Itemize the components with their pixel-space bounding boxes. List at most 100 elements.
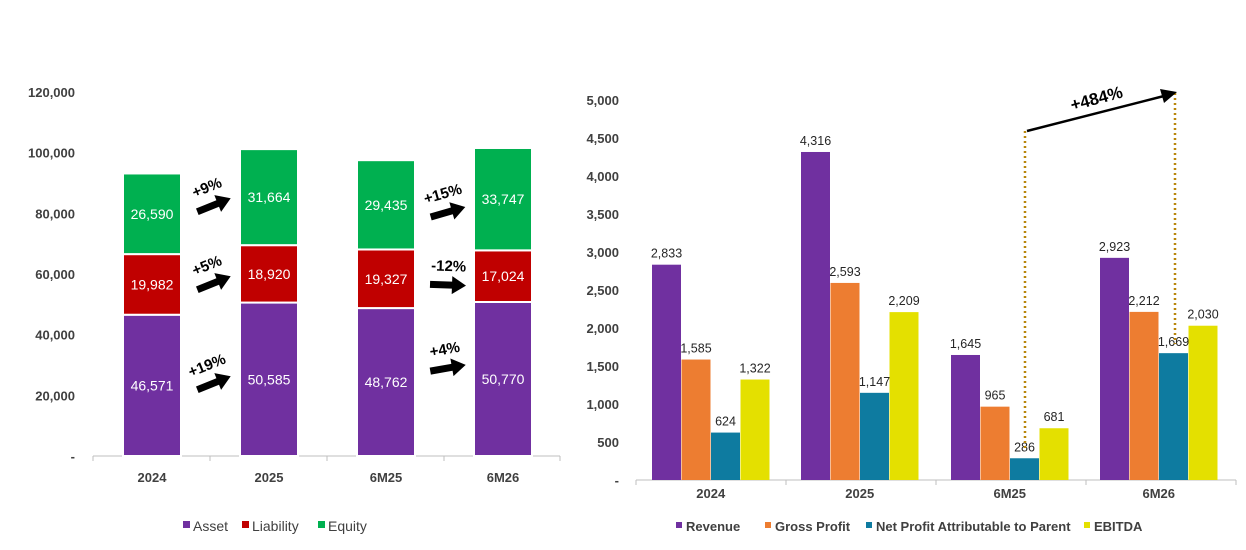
data-label: 33,747 <box>482 191 525 207</box>
x-tick-label: 2024 <box>138 470 168 485</box>
data-label: 48,762 <box>365 374 408 390</box>
growth-arrow: +4% <box>428 339 466 377</box>
bar-revenue <box>951 354 980 480</box>
legend-swatch <box>242 521 249 528</box>
bar-revenue <box>1100 257 1129 480</box>
growth-arrow: +19% <box>186 351 231 393</box>
data-label: 1,669 <box>1158 335 1189 349</box>
data-label: 19,982 <box>131 276 174 292</box>
x-tick-label: 6M26 <box>487 470 520 485</box>
bar-revenue <box>652 264 681 480</box>
y-tick-label: 2,500 <box>586 283 619 298</box>
y-tick-label: - <box>71 449 75 464</box>
legend-swatch <box>1084 522 1090 528</box>
data-label: 2,593 <box>829 265 860 279</box>
data-label: 2,212 <box>1128 294 1159 308</box>
y-tick-label: 4,000 <box>586 169 619 184</box>
x-tick-label: 6M25 <box>993 486 1026 501</box>
legend-item-revenue: Revenue <box>686 519 740 534</box>
legend-swatch <box>866 522 872 528</box>
data-label: 17,024 <box>482 268 525 284</box>
data-label: 4,316 <box>800 134 831 148</box>
arrow-icon <box>429 358 466 377</box>
data-label: 18,920 <box>248 266 291 282</box>
arrow-icon <box>195 195 231 215</box>
growth-arrow: +15% <box>422 181 466 221</box>
data-label: 2,209 <box>888 294 919 308</box>
arrow-icon <box>1160 89 1177 103</box>
legend-item-net-profit-attributable-to-parent: Net Profit Attributable to Parent <box>876 519 1071 534</box>
y-tick-label: 4,500 <box>586 131 619 146</box>
bar-equity <box>356 159 416 251</box>
y-tick-label: - <box>615 473 619 488</box>
x-tick-label: 2025 <box>845 486 874 501</box>
y-tick-label: 40,000 <box>35 328 75 343</box>
legend-swatch <box>676 522 682 528</box>
growth-arrow: +9% <box>190 174 231 215</box>
data-label: 681 <box>1044 410 1065 424</box>
arrow-icon <box>195 273 231 293</box>
growth-label: +4% <box>428 339 461 361</box>
legend: Revenue Gross Profit Net Profit Attributab… <box>676 519 1143 534</box>
bar-gross-profit <box>980 406 1010 480</box>
y-tick-label: 3,500 <box>586 207 619 222</box>
y-tick-label: 500 <box>597 435 619 450</box>
balance-chart: - 20,000 40,000 60,000 80,000 100,000 120,000 4… <box>28 85 561 534</box>
data-label: 2,030 <box>1187 308 1218 322</box>
data-label: 624 <box>715 415 736 429</box>
data-label: 31,664 <box>248 189 291 205</box>
legend-item-ebitda: EBITDA <box>1094 519 1143 534</box>
data-label: 26,590 <box>131 206 174 222</box>
data-label: 1,585 <box>680 342 711 356</box>
y-tick-label: 60,000 <box>35 267 75 282</box>
legend-swatch <box>183 521 190 528</box>
bar-asset <box>356 307 416 457</box>
y-tick-label: 3,000 <box>586 245 619 260</box>
bar-revenue <box>801 151 830 480</box>
bar-net-profit-attributable-to-parent <box>711 432 740 480</box>
bar-equity <box>239 148 299 247</box>
y-tick-label: 20,000 <box>35 388 75 403</box>
bar-liability <box>356 248 416 310</box>
bar-ebitda <box>1188 325 1218 480</box>
bar-ebitda <box>889 312 919 480</box>
data-label: 965 <box>985 389 1006 403</box>
legend-swatch <box>318 521 325 528</box>
bar-equity <box>473 146 533 252</box>
data-label: 1,645 <box>950 337 981 351</box>
legend-item-equity: Equity <box>328 518 367 534</box>
growth-arrow: -12% <box>429 257 466 295</box>
y-tick-label: 1,000 <box>586 397 619 412</box>
y-tick-label: 100,000 <box>28 146 75 161</box>
bar-gross-profit <box>1129 311 1159 480</box>
bar-net-profit-attributable-to-parent <box>860 392 889 480</box>
data-label: 29,435 <box>365 197 408 213</box>
data-label: 2,923 <box>1099 240 1130 254</box>
bar-ebitda <box>1039 428 1069 480</box>
bar-asset <box>473 300 533 458</box>
data-label: 46,571 <box>131 377 174 393</box>
y-tick-label: 120,000 <box>28 85 75 100</box>
data-label: 19,327 <box>365 271 408 287</box>
arrow-icon <box>429 202 466 221</box>
y-tick-label: 80,000 <box>35 206 75 221</box>
bar-gross-profit <box>830 282 860 480</box>
income-chart: - 500 1,000 1,500 2,000 2,500 3,000 3,500 4,000 4… <box>586 83 1237 534</box>
bar-gross-profit <box>681 359 711 480</box>
y-tick-label: 5,000 <box>586 93 619 108</box>
bar-ebitda <box>740 379 770 480</box>
data-label: 2,833 <box>651 247 682 261</box>
bar-asset <box>122 313 182 457</box>
legend-swatch <box>765 522 771 528</box>
legend-item-liability: Liability <box>252 518 299 534</box>
bar-net-profit-attributable-to-parent <box>1159 353 1188 480</box>
y-tick-label: 2,000 <box>586 321 619 336</box>
x-tick-label: 2024 <box>696 486 726 501</box>
x-tick-label: 6M25 <box>370 470 403 485</box>
growth-label: +484% <box>1068 83 1125 115</box>
y-tick-label: 1,500 <box>586 359 619 374</box>
legend: Asset Liability Equity <box>183 518 367 534</box>
x-tick-label: 6M26 <box>1142 486 1175 501</box>
growth-arrow-line <box>1026 94 1165 133</box>
